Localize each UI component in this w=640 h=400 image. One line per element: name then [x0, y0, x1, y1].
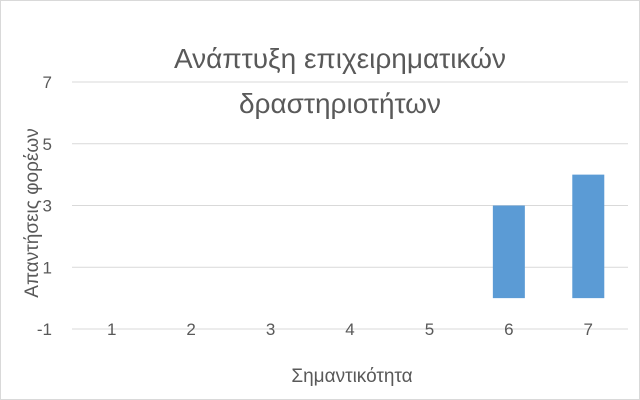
bar — [572, 174, 605, 299]
x-axis-title: Σημαντικότητα — [291, 366, 412, 387]
chart-title-line-2: δραστηριοτήτων — [239, 88, 441, 119]
x-tick-label: 1 — [107, 320, 116, 339]
gridlines — [72, 81, 628, 330]
x-tick-label: 5 — [425, 320, 434, 339]
bars — [492, 174, 605, 299]
y-tick-labels: -1 1 3 5 7 — [37, 73, 52, 339]
y-tick-label: 7 — [43, 73, 52, 92]
y-tick-label: 5 — [43, 135, 52, 154]
x-tick-label: 6 — [504, 320, 513, 339]
x-tick-labels: 1 2 3 4 5 6 7 — [107, 320, 593, 339]
y-axis-title: Απαντήσεις φορέων — [22, 128, 43, 297]
y-tick-label: 1 — [43, 258, 52, 277]
x-tick-label: 4 — [345, 320, 354, 339]
bar — [492, 205, 525, 299]
chart-title-line-1: Ανάπτυξη επιχειρηματικών — [174, 43, 506, 74]
x-tick-label: 3 — [266, 320, 275, 339]
x-tick-label: 2 — [186, 320, 195, 339]
x-tick-label: 7 — [584, 320, 593, 339]
y-tick-label: -1 — [37, 320, 52, 339]
y-tick-label: 3 — [43, 197, 52, 216]
